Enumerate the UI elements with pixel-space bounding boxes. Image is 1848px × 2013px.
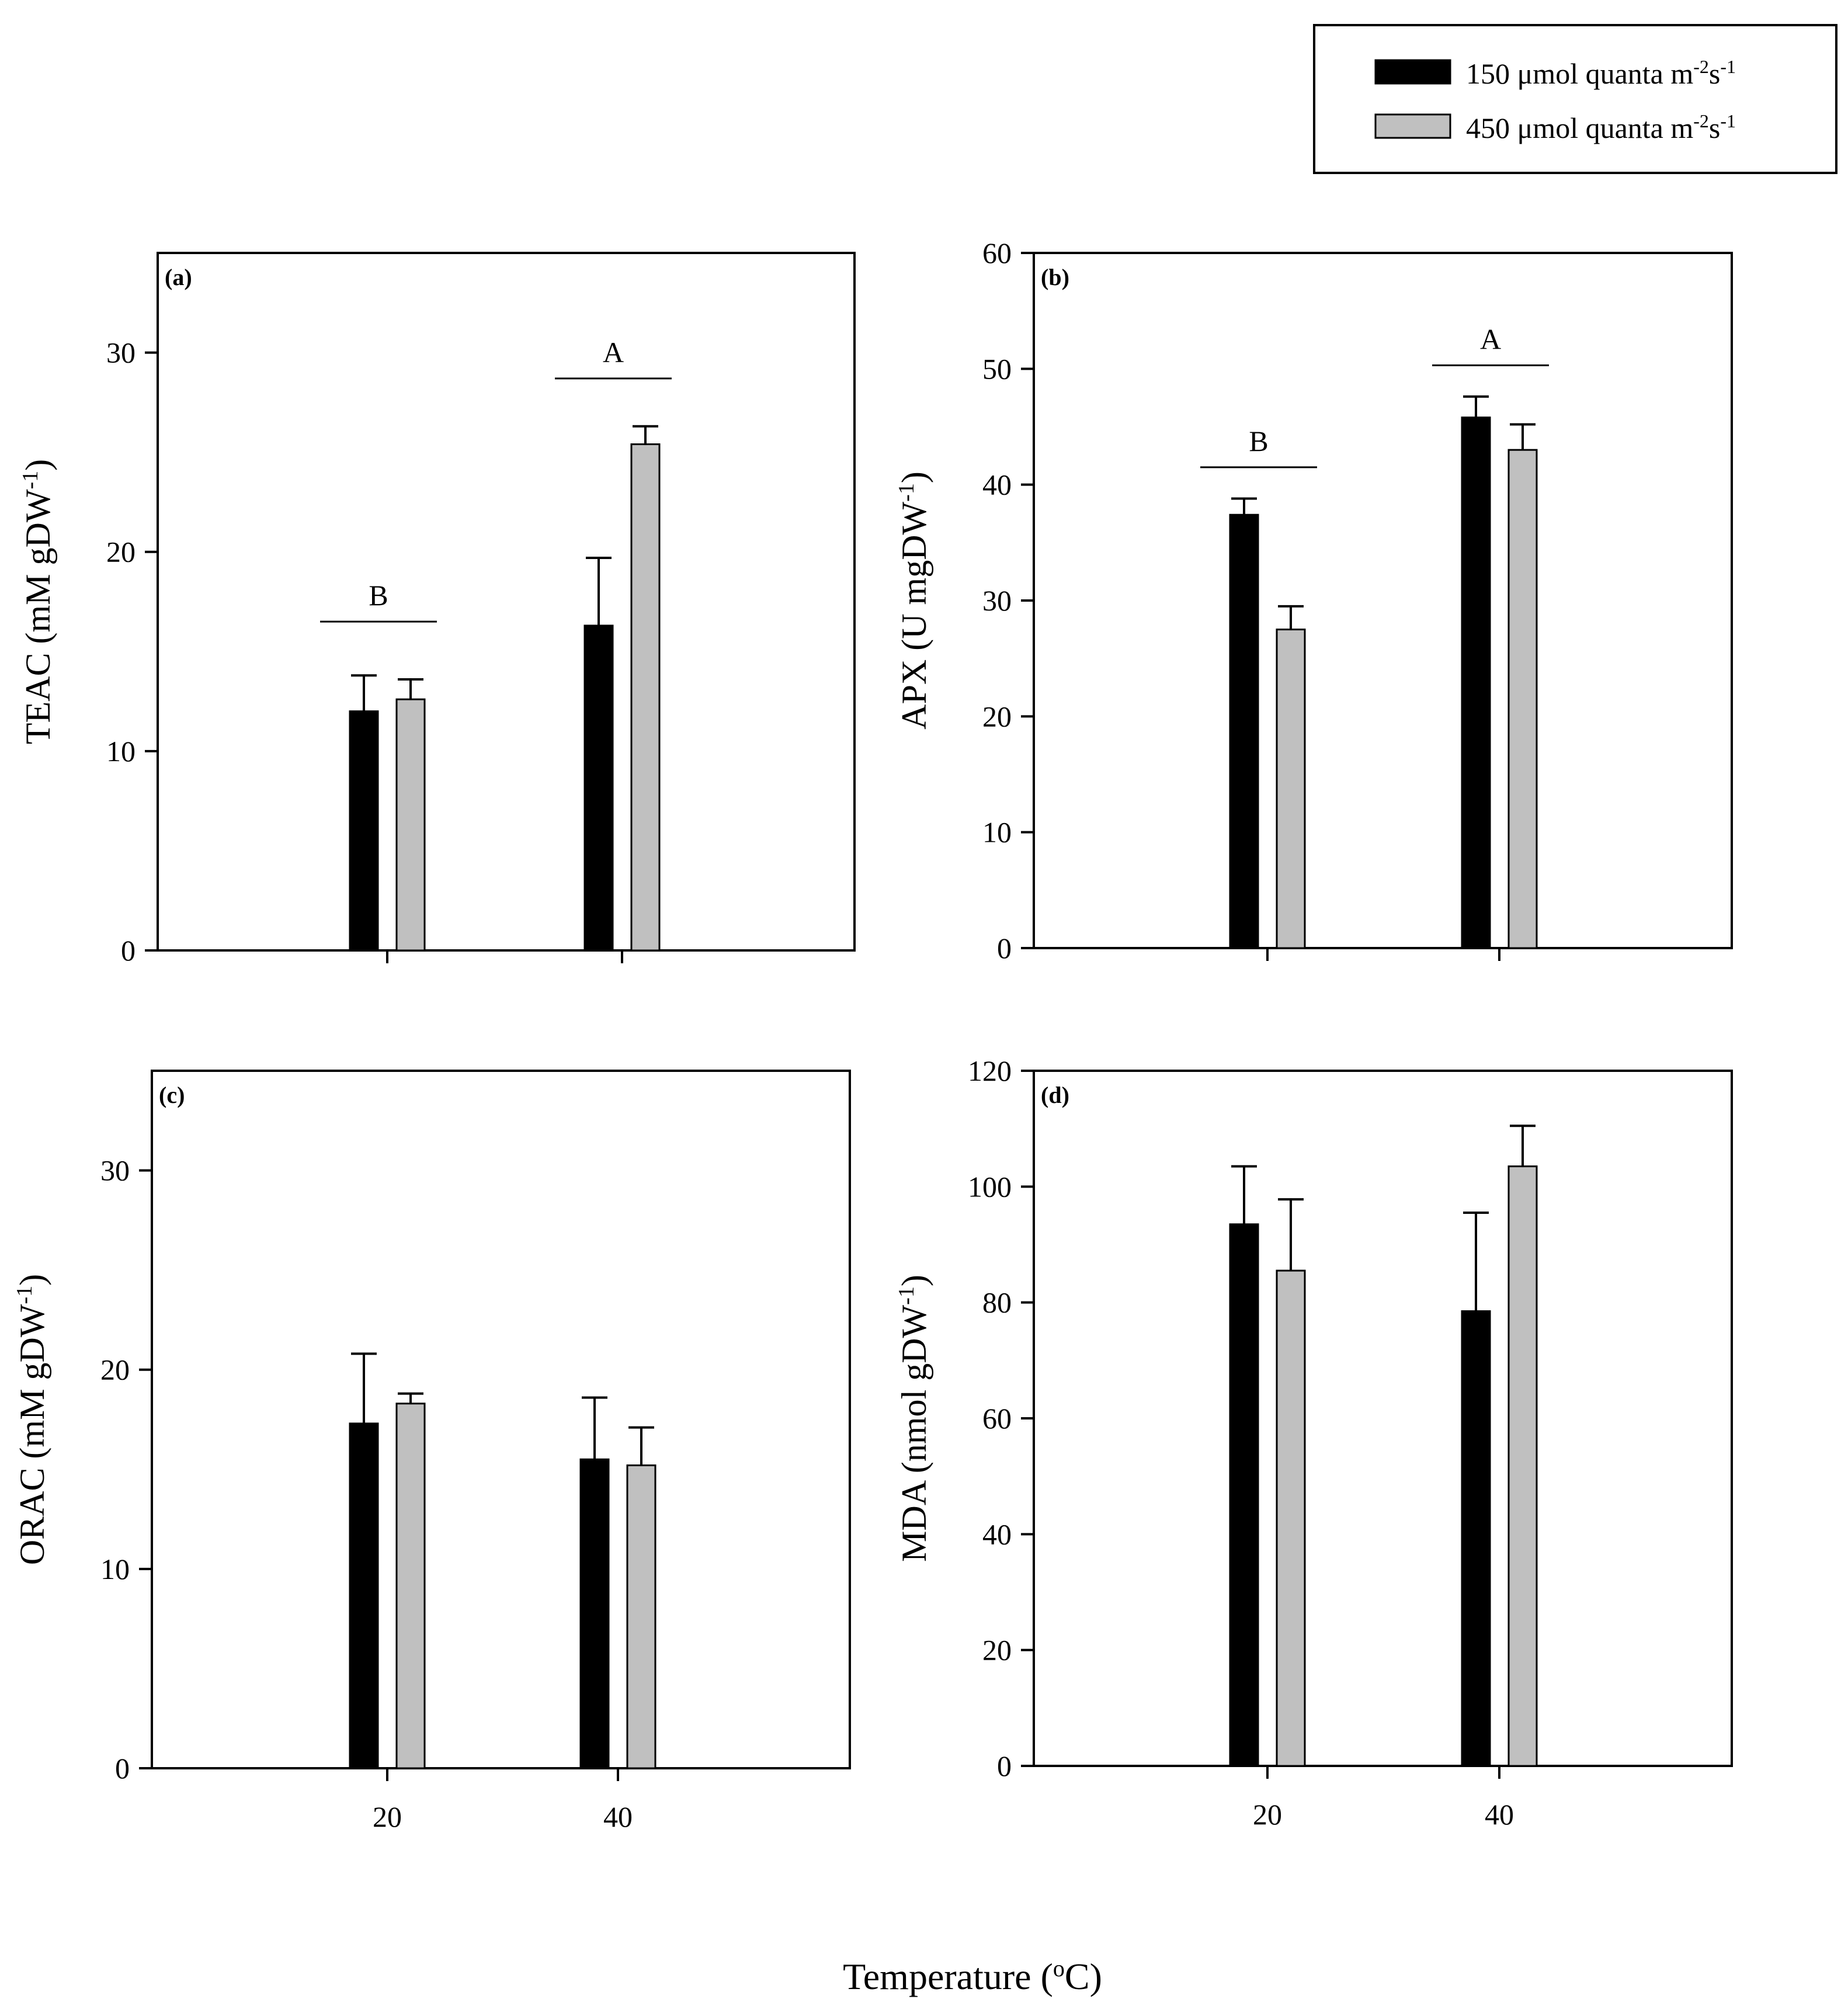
y-tick-label: 0: [997, 1750, 1012, 1782]
bar-series2-cat40: [630, 443, 661, 952]
legend-label-450: 450 μmol quanta m-2s-1: [1466, 110, 1736, 144]
bar-series2-cat20: [1276, 629, 1306, 949]
y-tick-label: 40: [982, 468, 1012, 501]
panel-label: (a): [165, 264, 192, 290]
bar-series1-cat20: [349, 710, 379, 952]
bar-series2-cat40: [626, 1464, 656, 1769]
legend-swatch-450: [1374, 113, 1451, 139]
y-axis-title: TEAC (mM gDW-1): [18, 459, 57, 744]
bar-series1-cat40: [1461, 1310, 1491, 1767]
bar-series2-cat40: [1507, 1165, 1538, 1767]
y-tick-label: 0: [115, 1752, 130, 1785]
y-tick-label: 10: [106, 735, 136, 768]
y-tick-label: 80: [982, 1286, 1012, 1319]
legend-label-150: 150 μmol quanta m-2s-1: [1466, 56, 1736, 90]
legend-swatch-150: [1374, 59, 1451, 85]
significance-label: B: [1249, 425, 1268, 457]
x-tick-label: 20: [373, 1800, 402, 1833]
x-axis-title: Temperature (oC): [843, 1955, 1102, 1998]
bar-series1-cat20: [1229, 1223, 1259, 1767]
panel-label: (b): [1041, 264, 1069, 290]
bar-series2-cat40: [1507, 449, 1538, 949]
plot-frame: [1033, 252, 1733, 949]
bar-series2-cat20: [395, 1403, 426, 1769]
bar-series1-cat40: [583, 624, 614, 952]
significance-label: B: [369, 579, 388, 612]
chart-panel-4: 0 20 40 60 80 100 120 20 40 (d) MDA (nmol gDW-1): [894, 1054, 1733, 1831]
y-tick-label: 30: [100, 1154, 130, 1187]
chart-panel-1: 0 10 20 30 B A (a) TEAC (mM gDW-1): [18, 252, 856, 967]
y-tick-label: 0: [121, 934, 136, 967]
x-tick-label: 20: [1253, 1798, 1282, 1831]
chart-panel-2: 0 10 20 30 40 50 60 B A (b) APX (U mgDW-1): [894, 237, 1733, 964]
bar-series1-cat20: [349, 1422, 379, 1769]
bar-series1-cat20: [1229, 513, 1259, 949]
y-tick-label: 40: [982, 1518, 1012, 1550]
y-tick-label: 10: [100, 1553, 130, 1585]
y-tick-label: 60: [982, 1402, 1012, 1435]
bar-series1-cat40: [579, 1458, 610, 1769]
y-tick-label: 20: [982, 700, 1012, 733]
y-tick-label: 30: [106, 336, 136, 369]
plot-frame: [1033, 1070, 1733, 1767]
bar-series2-cat20: [395, 698, 426, 952]
bar-series1-cat40: [1461, 417, 1491, 949]
x-tick-label: 40: [603, 1800, 633, 1833]
y-tick-label: 10: [982, 816, 1012, 849]
legend-frame: [1313, 24, 1837, 174]
y-tick-label: 20: [982, 1634, 1012, 1667]
y-tick-label: 20: [106, 536, 136, 568]
bar-series2-cat20: [1276, 1269, 1306, 1767]
y-tick-label: 30: [982, 584, 1012, 617]
significance-label: A: [1480, 322, 1501, 355]
panel-label: (d): [1041, 1082, 1069, 1108]
legend: 150 μmol quanta m-2s-1 450 μmol quanta m…: [1313, 24, 1837, 174]
significance-label: A: [603, 336, 624, 369]
y-tick-label: 0: [997, 932, 1012, 964]
y-tick-label: 50: [982, 352, 1012, 385]
plot-frame: [157, 252, 856, 952]
chart-panel-3: 0 10 20 30 20 40 (c) ORAC (mM gDW-1): [12, 1070, 851, 1833]
panels: 0 10 20 30 B A (a) TEAC (mM gDW-1) 0 10 20 30 40 50 60…: [12, 237, 1733, 1833]
panel-label: (c): [159, 1082, 185, 1108]
y-tick-label: 20: [100, 1353, 130, 1386]
y-axis-title: MDA (nmol gDW-1): [894, 1275, 933, 1562]
y-tick-label: 100: [968, 1170, 1012, 1203]
y-tick-label: 60: [982, 237, 1012, 269]
y-axis-title: APX (U mgDW-1): [894, 471, 933, 730]
plot-frame: [151, 1070, 851, 1769]
y-tick-label: 120: [968, 1054, 1012, 1087]
y-axis-title: ORAC (mM gDW-1): [12, 1274, 51, 1565]
x-tick-label: 40: [1485, 1798, 1514, 1831]
